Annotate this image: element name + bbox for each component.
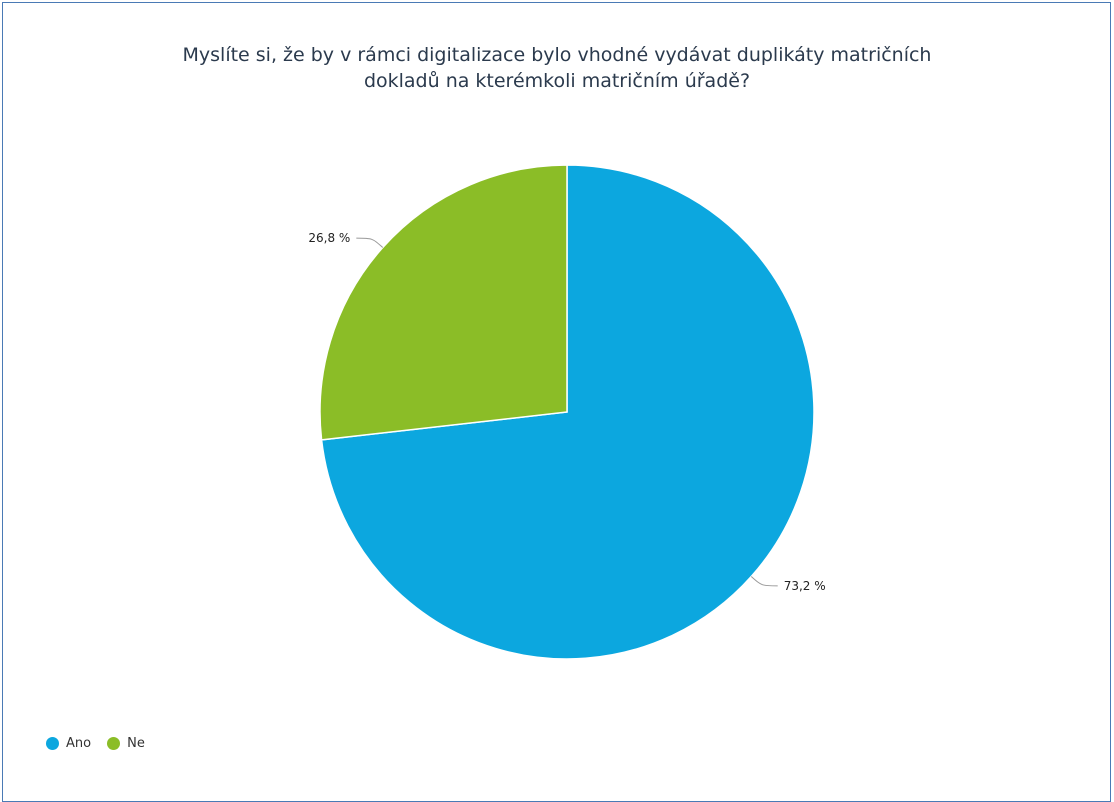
data-label-ano: 73,2 % [784,579,826,593]
data-label-connector-ano [750,576,778,587]
data-label-ne: 26,8 % [308,231,350,245]
chart-title-line-1: Myslíte si, že by v rámci digitalizace b… [182,44,932,66]
legend-marker-ne [107,737,121,750]
legend-label-ano: Ano [66,736,92,751]
legend-item-ne[interactable]: Ne [107,736,145,751]
chart-title-line-2: dokladů na kterémkoli matričním úřadě? [363,70,751,92]
pie-slice-ano[interactable] [320,164,815,660]
chart-legend: Ano Ne [46,736,161,751]
chart-title: Myslíte si, že by v rámci digitalizace b… [0,42,1114,94]
legend-label-ne: Ne [127,736,145,751]
pie-slice-ne[interactable] [319,164,568,441]
legend-marker-ano [46,737,59,750]
legend-item-ano[interactable]: Ano [46,736,91,751]
data-label-connector-ne [356,237,384,248]
